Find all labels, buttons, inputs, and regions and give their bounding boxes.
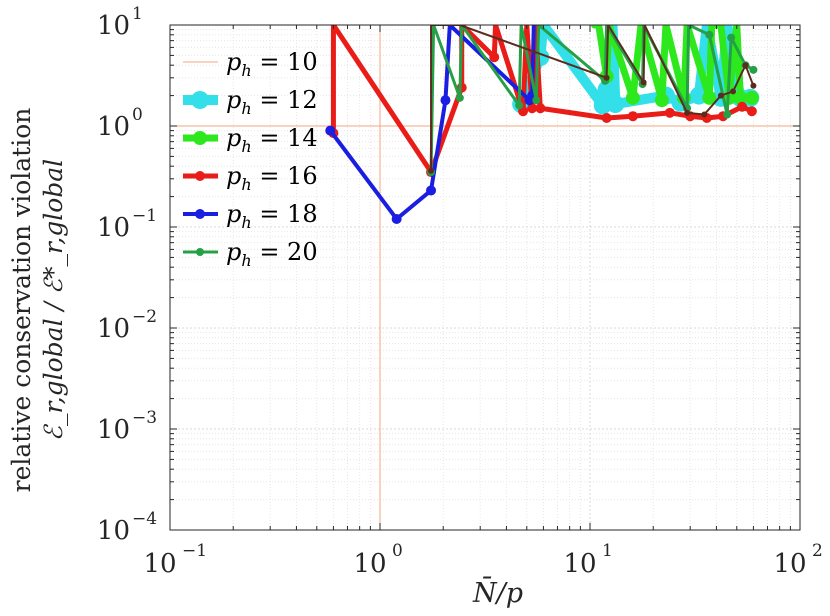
data-point — [717, 92, 724, 99]
data-point — [489, 52, 500, 63]
data-point — [705, 30, 714, 39]
x-tick-exponent: 1 — [602, 541, 613, 561]
data-point — [723, 110, 732, 119]
legend-entry: ph = 14 — [183, 124, 318, 156]
legend: ph = 10 ph = 12 ph = 14 ph = 16 ph = 18 ph = … — [183, 48, 318, 270]
data-point — [535, 103, 546, 114]
data-point — [627, 111, 638, 122]
legend-swatch-marker — [195, 209, 205, 219]
y-tick-exponent: −2 — [132, 307, 157, 327]
tick-marks — [169, 25, 800, 531]
x-tick-label: 10 — [143, 549, 176, 579]
y-tick-exponent: −4 — [132, 509, 157, 529]
legend-entry: ph = 10 — [183, 48, 318, 80]
x-tick-label: 10 — [773, 549, 806, 579]
data-point — [455, 93, 464, 102]
x-tick-exponent: −1 — [182, 541, 207, 561]
legend-swatch-marker — [195, 171, 205, 181]
data-point — [640, 79, 647, 86]
data-point — [730, 88, 737, 95]
data-point — [527, 103, 538, 114]
data-point — [733, 90, 748, 105]
data-point — [440, 95, 451, 106]
series-6 — [428, 25, 757, 174]
y-tick-exponent: −1 — [132, 206, 157, 226]
data-point — [746, 106, 757, 117]
y-tick-exponent: −3 — [132, 408, 157, 428]
data-point — [701, 111, 708, 118]
axes-box — [169, 24, 801, 531]
data-point — [625, 90, 640, 105]
y-tick-exponent: 1 — [132, 4, 143, 24]
data-point — [750, 82, 757, 89]
series-layer — [170, 25, 800, 530]
data-point — [515, 101, 524, 110]
x-axis-label: N̄/p — [472, 575, 523, 609]
data-point — [749, 65, 758, 74]
data-point — [603, 74, 610, 81]
legend-label: ph = 12 — [226, 86, 318, 118]
data-point — [532, 96, 541, 105]
y-axis-label-line2: ℰ_r,global / ℰ*_r,global — [39, 159, 68, 441]
x-tick-exponent: 0 — [392, 541, 403, 561]
legend-label: ph = 18 — [226, 200, 318, 232]
data-point — [325, 125, 336, 136]
data-point — [742, 62, 749, 69]
legend-swatch-marker — [191, 91, 209, 109]
data-point — [428, 167, 435, 174]
data-point — [597, 80, 616, 99]
y-axis-label-line1: relative conservation violation — [7, 108, 36, 493]
data-point — [664, 107, 675, 118]
data-point — [601, 113, 612, 124]
y-tick-label: 10 — [97, 112, 130, 142]
y-tick-label: 10 — [97, 314, 130, 344]
x-tick-label: 10 — [353, 549, 386, 579]
data-point — [737, 101, 748, 112]
x-tick-exponent: 2 — [812, 541, 823, 561]
data-point — [702, 90, 717, 105]
data-point — [654, 93, 669, 108]
y-tick-label: 10 — [97, 11, 130, 41]
data-point — [744, 90, 759, 105]
legend-entry: ph = 12 — [183, 86, 318, 118]
legend-label: ph = 20 — [226, 238, 318, 270]
y-tick-label: 10 — [97, 516, 130, 546]
y-tick-label: 10 — [97, 213, 130, 243]
y-tick-exponent: 0 — [132, 105, 143, 125]
legend-entry: ph = 18 — [183, 200, 318, 232]
x-tick-label: 10 — [563, 549, 596, 579]
data-point — [606, 95, 625, 114]
data-point — [426, 185, 437, 196]
data-point — [391, 214, 402, 225]
legend-label: ph = 16 — [226, 162, 318, 194]
legend-entry: ph = 20 — [183, 238, 318, 270]
x-tick-labels: 10 −1 10 0 10 1 10 2 — [143, 541, 822, 579]
data-point — [684, 109, 691, 116]
legend-swatch-marker — [193, 131, 207, 145]
y-tick-label: 10 — [97, 415, 130, 445]
legend-label: ph = 14 — [226, 124, 318, 156]
data-point — [727, 33, 736, 42]
legend-swatch-marker — [196, 248, 204, 256]
legend-entry: ph = 16 — [183, 162, 318, 194]
legend-label: ph = 10 — [226, 48, 318, 80]
